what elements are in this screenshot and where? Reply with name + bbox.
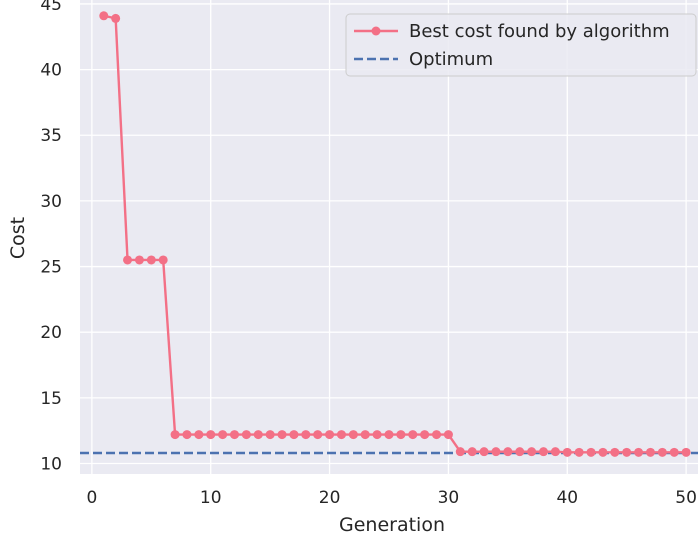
data-point bbox=[336, 430, 346, 440]
data-point bbox=[432, 430, 442, 440]
data-point bbox=[443, 430, 453, 440]
data-point bbox=[158, 255, 168, 265]
legend-marker-best-cost bbox=[371, 26, 381, 36]
x-tick-label: 20 bbox=[319, 488, 341, 508]
y-tick-label: 25 bbox=[40, 258, 62, 278]
data-point bbox=[657, 447, 667, 457]
series-layer bbox=[99, 11, 691, 457]
data-point bbox=[277, 430, 287, 440]
y-tick-label: 10 bbox=[40, 454, 62, 474]
data-point bbox=[253, 430, 263, 440]
data-point bbox=[230, 430, 239, 440]
legend: Best cost found by algorithm Optimum bbox=[345, 13, 697, 77]
data-point bbox=[206, 430, 216, 440]
data-point bbox=[218, 430, 228, 440]
x-tick-label: 50 bbox=[675, 488, 697, 508]
data-point bbox=[360, 430, 370, 440]
data-point bbox=[586, 447, 596, 457]
data-point bbox=[348, 430, 358, 440]
y-tick-label: 15 bbox=[40, 389, 62, 409]
y-tick-label: 35 bbox=[40, 126, 62, 146]
data-point bbox=[123, 255, 133, 265]
data-point bbox=[539, 447, 548, 457]
data-point bbox=[527, 447, 537, 457]
data-point bbox=[669, 447, 679, 457]
data-point bbox=[372, 430, 382, 440]
data-point bbox=[408, 430, 418, 440]
data-point bbox=[194, 430, 204, 440]
data-point bbox=[681, 447, 691, 457]
data-point bbox=[134, 255, 144, 265]
legend-label-optimum: Optimum bbox=[409, 49, 493, 70]
data-point bbox=[420, 430, 430, 440]
x-tick-labels: 0 10 20 30 40 50 bbox=[86, 488, 696, 508]
x-tick-label: 40 bbox=[556, 488, 578, 508]
data-point bbox=[396, 430, 406, 440]
legend-box bbox=[345, 13, 697, 77]
data-point bbox=[491, 447, 501, 457]
data-point bbox=[170, 430, 180, 440]
data-point bbox=[182, 430, 192, 440]
data-point bbox=[598, 447, 608, 457]
data-point bbox=[562, 447, 572, 457]
grid-lines bbox=[80, 0, 698, 474]
data-point bbox=[479, 447, 489, 457]
data-point bbox=[241, 430, 251, 440]
data-point bbox=[301, 430, 311, 440]
data-point bbox=[574, 447, 584, 457]
data-point bbox=[634, 447, 644, 457]
y-tick-label: 40 bbox=[40, 61, 62, 81]
x-tick-label: 30 bbox=[438, 488, 460, 508]
legend-label-best-cost: Best cost found by algorithm bbox=[409, 21, 670, 42]
data-point bbox=[503, 447, 513, 457]
data-point bbox=[289, 430, 299, 440]
data-point bbox=[622, 447, 632, 457]
data-point bbox=[610, 447, 620, 457]
data-point bbox=[550, 447, 560, 457]
y-tick-label: 45 bbox=[40, 0, 62, 15]
data-point bbox=[265, 430, 275, 440]
y-tick-label: 30 bbox=[40, 192, 62, 212]
data-point bbox=[146, 255, 156, 265]
data-point bbox=[99, 11, 109, 21]
data-point bbox=[313, 430, 323, 440]
x-tick-label: 0 bbox=[86, 488, 97, 508]
data-point bbox=[467, 447, 477, 457]
plot-area bbox=[80, 0, 698, 474]
y-tick-label: 20 bbox=[40, 323, 62, 343]
data-point bbox=[645, 447, 655, 457]
data-point bbox=[455, 447, 465, 457]
x-axis-label: Generation bbox=[339, 514, 445, 536]
y-tick-labels: 10 15 20 25 30 35 40 45 bbox=[40, 0, 62, 474]
data-point bbox=[325, 430, 335, 440]
x-tick-label: 10 bbox=[200, 488, 222, 508]
data-point bbox=[111, 13, 121, 23]
y-axis-label: Cost bbox=[7, 217, 29, 259]
data-point bbox=[515, 447, 525, 457]
data-point bbox=[384, 430, 394, 440]
